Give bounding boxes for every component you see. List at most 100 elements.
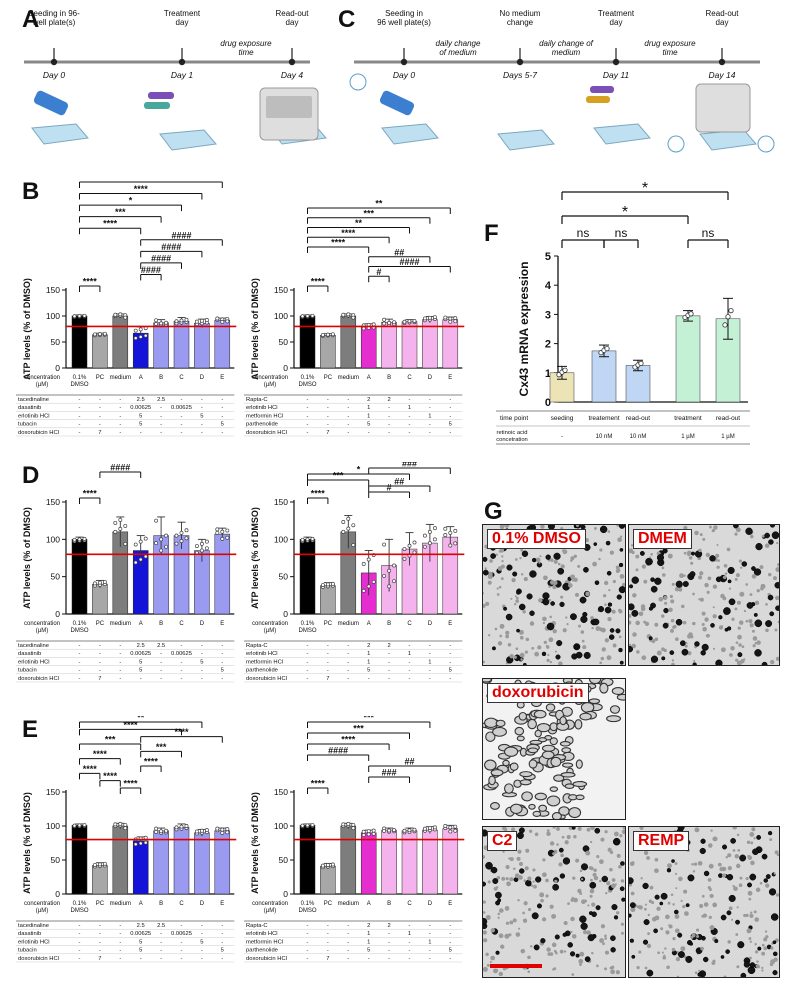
table-cell: -	[119, 413, 121, 419]
y-axis-label: ATP levels (% of DMSO)	[250, 507, 260, 609]
table-row-name: metformin HCl	[246, 659, 283, 665]
data-point	[387, 320, 392, 325]
data-point	[361, 829, 366, 834]
cell-spot	[661, 566, 665, 570]
cell-spot	[752, 848, 759, 856]
micrograph-dmem: DMEM	[628, 524, 780, 666]
table-cell: -	[409, 923, 411, 929]
bar-5	[173, 320, 190, 369]
cell-spot	[609, 867, 613, 872]
data-point	[194, 544, 199, 549]
cell-spot	[608, 588, 611, 592]
data-point	[97, 862, 102, 867]
cell-spot	[708, 915, 712, 919]
cell-spot	[557, 567, 565, 575]
cell-spot	[765, 602, 768, 606]
data-point	[72, 823, 77, 828]
table-row-name: erlotinib HCl	[246, 931, 278, 937]
cell-spot	[612, 643, 617, 648]
table-cell: 2	[367, 643, 370, 649]
cell-spot	[670, 628, 674, 633]
table-cell: -	[119, 923, 121, 929]
cell-spot	[629, 584, 634, 589]
cell-spot	[615, 569, 620, 573]
cell-spot	[521, 550, 529, 557]
cell-spot	[504, 906, 510, 911]
table-cell: -	[449, 430, 451, 436]
data-point	[179, 530, 184, 535]
cell-spot	[769, 525, 776, 528]
data-point	[184, 317, 189, 322]
cell-spot	[572, 876, 576, 880]
significance-label: ***	[363, 208, 374, 218]
cell-spot	[737, 634, 742, 640]
cell-spot	[618, 562, 624, 568]
cell-spot	[616, 525, 620, 527]
cell-spot	[666, 868, 672, 873]
bar-3	[360, 832, 377, 895]
data-point	[179, 539, 184, 543]
cell-spot	[540, 938, 546, 944]
cell-spot	[693, 659, 696, 662]
timeline-dot	[718, 58, 726, 66]
micrograph-label: doxorubicin	[487, 683, 589, 703]
cell-spot	[751, 629, 755, 633]
data-point	[448, 530, 453, 535]
table-row-name: dasatinib	[18, 931, 41, 937]
cell-spot	[735, 573, 740, 578]
cell-spot	[483, 569, 489, 576]
cell-spot	[761, 853, 768, 860]
timeline-step-label: Seeding in 96-well plate(s)	[28, 9, 80, 27]
cell-spot	[588, 911, 593, 916]
table-cell: -	[368, 956, 370, 962]
cell-spot	[587, 904, 590, 907]
cell-spot	[643, 850, 649, 856]
cell-spot	[599, 627, 604, 632]
data-point	[412, 318, 417, 323]
cell-spot	[527, 955, 531, 960]
table-cell: -	[160, 651, 162, 657]
y-tick-label: 100	[46, 311, 60, 321]
table-cell: 5	[449, 422, 452, 428]
cell-spot	[573, 577, 578, 582]
cell-spot	[591, 951, 594, 955]
bar-2	[112, 315, 129, 369]
data-point	[453, 824, 458, 829]
cell-spot	[720, 914, 727, 921]
data-point	[225, 528, 230, 533]
cell-spot	[508, 857, 511, 860]
data-point	[382, 828, 387, 833]
cell-spot	[559, 601, 565, 608]
cell-spot	[661, 614, 665, 618]
well-plate-icon	[593, 123, 651, 145]
micrograph-remp: REMP	[628, 826, 780, 978]
data-point	[300, 314, 305, 319]
significance-label: #	[387, 483, 392, 493]
cell-outline	[611, 687, 625, 695]
data-point	[448, 319, 453, 324]
cell-spot	[746, 928, 752, 934]
cell-spot	[594, 827, 601, 834]
cell-spot	[554, 879, 558, 884]
data-point	[77, 823, 82, 828]
cell-spot	[520, 573, 524, 576]
table-cell: -	[307, 939, 309, 945]
significance-label: ****	[331, 238, 346, 248]
cell-spot	[570, 930, 573, 934]
y-tick-label: 0	[283, 363, 288, 373]
cell-spot	[728, 894, 736, 903]
cell-spot	[738, 883, 743, 888]
timeline-day-label: Day 1	[171, 70, 193, 80]
y-tick-label: 150	[46, 497, 60, 507]
panel-letter-a: A	[22, 6, 40, 33]
data-point	[407, 828, 412, 833]
cell-outline	[549, 737, 558, 746]
cell-outline	[527, 747, 539, 754]
cell-outline	[504, 783, 514, 794]
cell-spot	[702, 626, 707, 632]
cell-spot	[638, 950, 642, 954]
cell-outline	[553, 774, 565, 782]
petri-dish-icon	[349, 73, 367, 91]
data-point	[361, 833, 366, 837]
cell-spot	[734, 532, 738, 536]
